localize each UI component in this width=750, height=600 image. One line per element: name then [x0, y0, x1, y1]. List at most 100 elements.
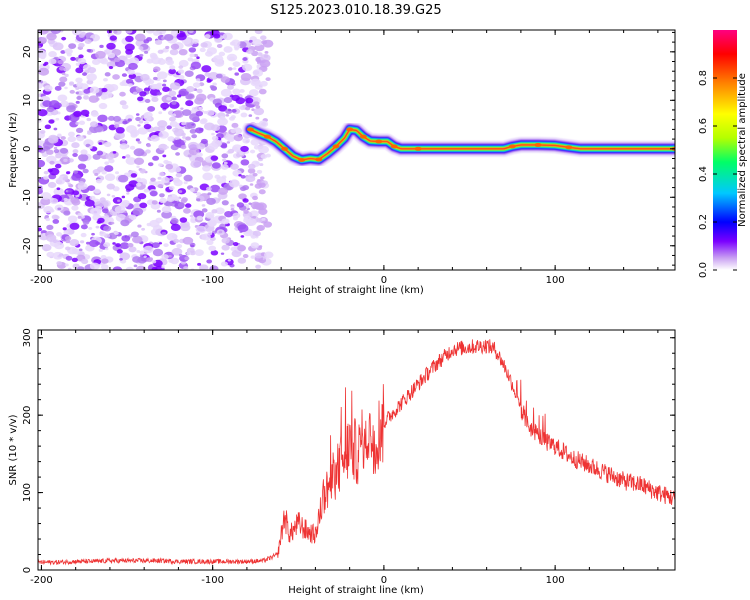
- noise-speck: [231, 122, 239, 129]
- noise-speck: [75, 77, 83, 83]
- noise-speck: [151, 57, 162, 65]
- noise-speck: [175, 152, 181, 156]
- noise-speck: [136, 177, 142, 181]
- noise-speck: [145, 257, 153, 263]
- noise-speck: [129, 145, 136, 150]
- noise-speck: [133, 148, 145, 157]
- noise-speck: [161, 206, 172, 214]
- noise-speck: [149, 190, 158, 197]
- noise-speck: [147, 79, 155, 85]
- y-tick-label: 300: [22, 328, 33, 347]
- noise-speck: [211, 135, 219, 141]
- noise-speck: [195, 110, 204, 117]
- noise-speck: [45, 217, 51, 222]
- noise-speck: [115, 126, 125, 134]
- noise-speck: [94, 205, 103, 212]
- noise-speck: [248, 202, 252, 205]
- noise-speck: [187, 57, 194, 62]
- noise-speck: [248, 163, 256, 170]
- noise-speck: [89, 195, 96, 201]
- noise-speck: [88, 146, 93, 149]
- noise-speck: [96, 150, 104, 156]
- noise-speck: [73, 170, 79, 174]
- noise-speck: [189, 214, 194, 218]
- noise-speck: [171, 247, 183, 256]
- noise-speck: [182, 135, 187, 139]
- noise-speck: [221, 74, 226, 77]
- noise-speck: [253, 145, 260, 150]
- noise-speck: [54, 85, 62, 91]
- noise-speck: [245, 106, 251, 111]
- noise-speck: [108, 65, 114, 70]
- noise-speck: [60, 50, 66, 54]
- noise-speck: [220, 164, 229, 170]
- noise-speck: [152, 155, 160, 161]
- noise-speck: [255, 264, 261, 269]
- noise-speck: [67, 189, 72, 193]
- noise-speck: [206, 186, 212, 192]
- noise-speck: [38, 109, 48, 117]
- noise-speck: [227, 148, 235, 154]
- noise-speck: [157, 176, 162, 180]
- noise-speck: [245, 97, 254, 104]
- noise-speck: [97, 217, 105, 224]
- noise-speck: [249, 149, 256, 154]
- x-tick-label: -100: [201, 275, 224, 286]
- noise-speck: [143, 121, 149, 125]
- noise-speck: [196, 88, 203, 94]
- noise-speck: [192, 82, 201, 88]
- noise-speck: [240, 235, 245, 238]
- noise-speck: [81, 258, 89, 265]
- noise-speck: [168, 68, 177, 75]
- noise-speck: [120, 219, 130, 227]
- noise-speck: [69, 81, 75, 86]
- noise-speck: [63, 197, 68, 201]
- noise-speck: [195, 78, 201, 82]
- noise-speck: [232, 144, 243, 153]
- noise-speck: [128, 62, 138, 70]
- noise-speck: [130, 173, 138, 178]
- noise-speck: [121, 195, 126, 199]
- noise-speck: [53, 146, 58, 150]
- noise-speck: [46, 149, 54, 155]
- noise-speck: [40, 192, 52, 200]
- noise-speck: [250, 78, 261, 87]
- noise-speck: [106, 42, 116, 50]
- noise-speck: [64, 236, 72, 241]
- noise-speck: [200, 138, 208, 145]
- noise-speck: [158, 131, 169, 139]
- noise-speck: [260, 176, 265, 180]
- noise-speck: [45, 234, 57, 242]
- noise-speck: [166, 125, 172, 130]
- noise-speck: [157, 120, 168, 128]
- noise-speck: [161, 176, 170, 184]
- noise-speck: [40, 129, 46, 134]
- noise-speck: [177, 202, 185, 208]
- noise-speck: [258, 189, 266, 195]
- noise-speck: [178, 48, 188, 56]
- noise-speck: [247, 168, 256, 174]
- noise-speck: [196, 143, 206, 150]
- noise-speck: [42, 100, 52, 108]
- noise-speck: [265, 153, 271, 158]
- ridge-point: [565, 145, 573, 150]
- noise-speck: [49, 100, 60, 108]
- noise-speck: [46, 32, 57, 41]
- snr-xlabel: Height of straight line (km): [288, 585, 424, 596]
- noise-speck: [71, 30, 82, 36]
- noise-speck: [114, 124, 120, 129]
- noise-speck: [103, 213, 108, 217]
- noise-speck: [171, 113, 177, 117]
- noise-speck: [71, 205, 79, 211]
- noise-speck: [178, 75, 185, 80]
- noise-speck: [240, 145, 249, 153]
- snr-ticks: -200 -100 0 100 0 100 200 300: [22, 328, 675, 586]
- noise-speck: [190, 61, 202, 70]
- noise-speck: [217, 117, 229, 126]
- ridge-point: [359, 134, 367, 139]
- noise-speck: [169, 82, 181, 90]
- noise-speck: [80, 224, 88, 230]
- noise-speck: [87, 66, 97, 74]
- noise-speck: [254, 30, 263, 35]
- noise-speck: [232, 61, 241, 67]
